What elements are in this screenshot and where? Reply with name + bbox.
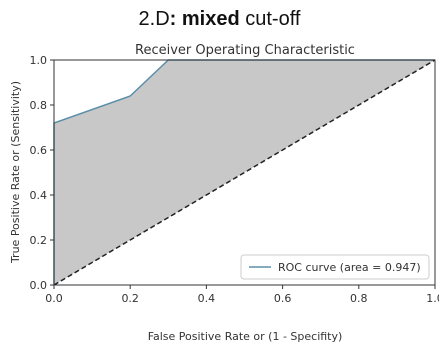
- heading-prefix: 2.D: [138, 8, 170, 30]
- heading-suffix: cut-off: [239, 8, 301, 30]
- x-axis-label: False Positive Rate or (1 - Specifity): [148, 330, 343, 342]
- legend: ROC curve (area = 0.947): [240, 254, 430, 280]
- y-axis-label: True Positive Rate or (Sensitivity): [9, 81, 22, 264]
- y-tick-label: 0.2: [30, 234, 48, 247]
- y-tick-label: 1.0: [30, 54, 48, 67]
- x-tick-label: 0.4: [198, 292, 216, 305]
- chance-diagonal-line: [53, 59, 436, 286]
- x-tick-label: 1.0: [426, 292, 439, 305]
- y-tick-label: 0.4: [30, 189, 48, 202]
- legend-label: ROC curve (area = 0.947): [278, 261, 421, 274]
- y-tick-label: 0.8: [30, 99, 48, 112]
- y-tick-label: 0.0: [30, 279, 48, 292]
- x-tick-label: 0.0: [45, 292, 63, 305]
- figure-heading: 2.D: mixed cut-off: [0, 8, 439, 31]
- y-tick-label: 0.6: [30, 144, 48, 157]
- legend-box: [240, 254, 430, 280]
- chart-title: Receiver Operating Characteristic: [135, 43, 355, 58]
- x-tick-label: 0.2: [121, 292, 139, 305]
- heading-bold: : mixed: [169, 8, 240, 30]
- plot-frame: [53, 59, 436, 286]
- x-tick-label: 0.8: [350, 292, 368, 305]
- x-tick-label: 0.6: [274, 292, 292, 305]
